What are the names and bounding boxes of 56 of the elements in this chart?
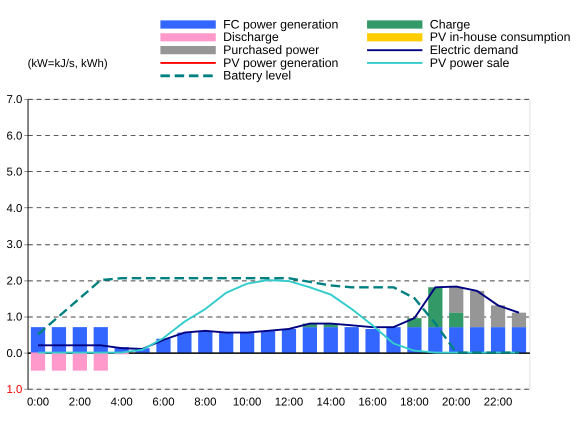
legend-label: Battery level [223,68,292,83]
bar [219,332,234,353]
y-tick-label: 1.0 [6,384,22,396]
legend-label: PV power sale [430,56,510,70]
bar [512,312,526,328]
x-tick-label: 12:00 [274,396,304,408]
legend-label: Purchased power [223,42,320,57]
bar [30,352,46,371]
bar [449,312,464,328]
bar [449,287,464,313]
bar [282,328,296,353]
bar [94,352,108,371]
y-tick-label: 1.0 [6,312,22,324]
x-tick-label: 4:00 [110,396,133,408]
bar [365,328,380,353]
bar [470,290,484,328]
legend-label: Electric demand [430,42,518,57]
x-tick-label: 16:00 [358,396,387,408]
y-tick-label: 5.0 [6,166,22,179]
bar [52,352,66,371]
y-tick-label: 4.0 [6,202,22,215]
x-tick-label: 10:00 [232,396,262,408]
legend-label: Charge [430,17,470,32]
x-tick-label: 6:00 [152,396,175,408]
bar [260,330,276,353]
x-tick-label: 14:00 [316,396,346,408]
x-tick-label: 22:00 [484,396,512,408]
bar [490,327,506,353]
y-tick-label: 3.0 [6,239,22,252]
legend-label: PV in-house consumption [430,30,571,44]
bar [198,330,212,353]
legend-label: Discharge [223,30,279,44]
y-tick-label: 2.0 [6,275,22,288]
y-tick-label: 7.0 [6,94,22,106]
bar [490,305,506,328]
x-tick-label: 8:00 [194,396,216,408]
y-tick-label: 0.0 [6,348,22,360]
bar [302,327,317,353]
bar [324,327,338,353]
bar [72,352,87,371]
x-tick-label: 0:00 [26,396,50,408]
legend-label: FC power generation [223,17,339,32]
bar [512,327,526,353]
bar [177,332,192,353]
bar [470,327,484,353]
y-axis-title: (kW=kJ/s, kWh) [28,58,108,70]
x-tick-label: 18:00 [400,396,429,408]
x-tick-label: 20:00 [442,396,470,408]
bar [240,332,254,353]
bar [428,327,442,353]
legend-label: PV power generation [223,56,339,70]
bar [407,327,422,353]
bar [428,287,442,328]
y-tick-label: 6.0 [6,130,22,142]
bar [344,327,359,353]
x-tick-label: 2:00 [68,396,91,408]
